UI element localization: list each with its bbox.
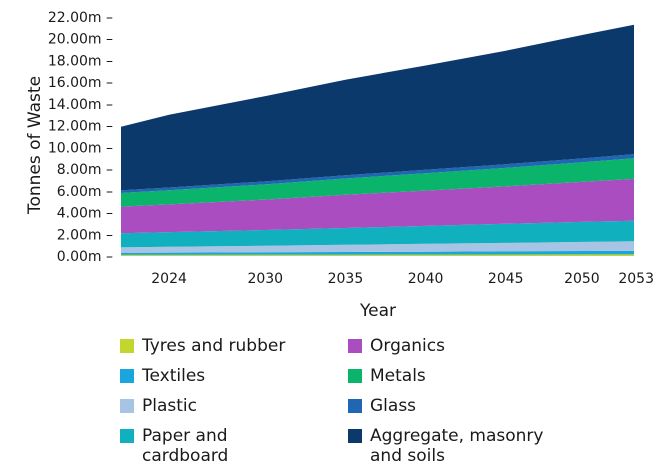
area-series-paper-and-cardboard — [121, 220, 634, 248]
y-tick-label: 2.00m – — [57, 227, 113, 243]
legend-item-glass: Glass — [348, 396, 416, 416]
area-series-aggregate-masonry-and-soils — [121, 24, 634, 191]
legend-item-tyres: Tyres and rubber — [120, 336, 285, 356]
x-tick-label: 2053 — [618, 271, 654, 287]
y-tick-label: 0.00m – — [57, 249, 113, 265]
legend-label: Paper and cardboard — [142, 426, 229, 466]
legend-label: Organics — [370, 336, 445, 356]
legend-item-organics: Organics — [348, 336, 445, 356]
legend-label: Glass — [370, 396, 417, 416]
legend-item-textiles: Textiles — [120, 366, 205, 386]
x-tick-label: 2050 — [564, 271, 600, 287]
y-tick-label: 10.00m – — [48, 140, 113, 156]
area-series-organics — [121, 178, 634, 234]
legend-label: Metals — [370, 366, 426, 386]
legend-item-plastic: Plastic — [120, 396, 197, 416]
y-tick-label: 18.00m – — [48, 53, 113, 69]
y-tick-label: 4.00m – — [57, 206, 113, 222]
legend-label: Textiles — [142, 366, 206, 386]
y-tick-label: 8.00m – — [57, 162, 113, 178]
x-tick-label: 2045 — [488, 271, 524, 287]
legend-swatch — [120, 429, 134, 443]
legend-item-paper: Paper and cardboard — [120, 426, 292, 466]
legend-item-metals: Metals — [348, 366, 426, 386]
area-series-group — [121, 24, 634, 256]
area-series-glass — [121, 154, 634, 193]
stacked-area-chart: 0.00m – 2.00m – 4.00m – 6.00m – 8.00m – 10.00… — [25, 10, 654, 321]
y-tick-label: 22.00m – — [48, 10, 113, 26]
legend-label: Plastic — [142, 396, 197, 416]
y-tick-label: 6.00m – — [57, 184, 113, 200]
x-tick-label: 2040 — [408, 271, 444, 287]
legend-swatch — [120, 339, 134, 353]
y-tick-label: 20.00m – — [48, 32, 113, 48]
legend-item-aggregate: Aggregate, masonry and soils — [348, 426, 570, 466]
x-tick-label: 2030 — [247, 271, 283, 287]
x-axis: 2024 2030 2035 2040 2045 2050 2053 — [151, 271, 654, 287]
legend-label: Aggregate, masonry and soils — [370, 426, 544, 466]
x-axis-title: Year — [359, 301, 396, 321]
legend-swatch — [348, 339, 362, 353]
y-tick-label: 14.00m – — [48, 97, 113, 113]
y-tick-label: 12.00m – — [48, 119, 113, 135]
legend-swatch — [348, 399, 362, 413]
legend-swatch — [120, 399, 134, 413]
legend-label: Tyres and rubber — [142, 336, 286, 356]
area-series-tyres-and-rubber — [121, 254, 634, 256]
area-series-metals — [121, 158, 634, 207]
area-series-textiles — [121, 250, 634, 255]
y-axis: 0.00m – 2.00m – 4.00m – 6.00m – 8.00m – 10.00… — [48, 10, 113, 265]
legend-swatch — [120, 369, 134, 383]
legend-swatch — [348, 429, 362, 443]
x-tick-label: 2035 — [328, 271, 364, 287]
y-tick-label: 16.00m – — [48, 75, 113, 91]
y-axis-title: Tonnes of Waste — [25, 76, 45, 215]
x-tick-label: 2024 — [151, 271, 187, 287]
area-series-plastic — [121, 241, 634, 253]
legend-swatch — [348, 369, 362, 383]
